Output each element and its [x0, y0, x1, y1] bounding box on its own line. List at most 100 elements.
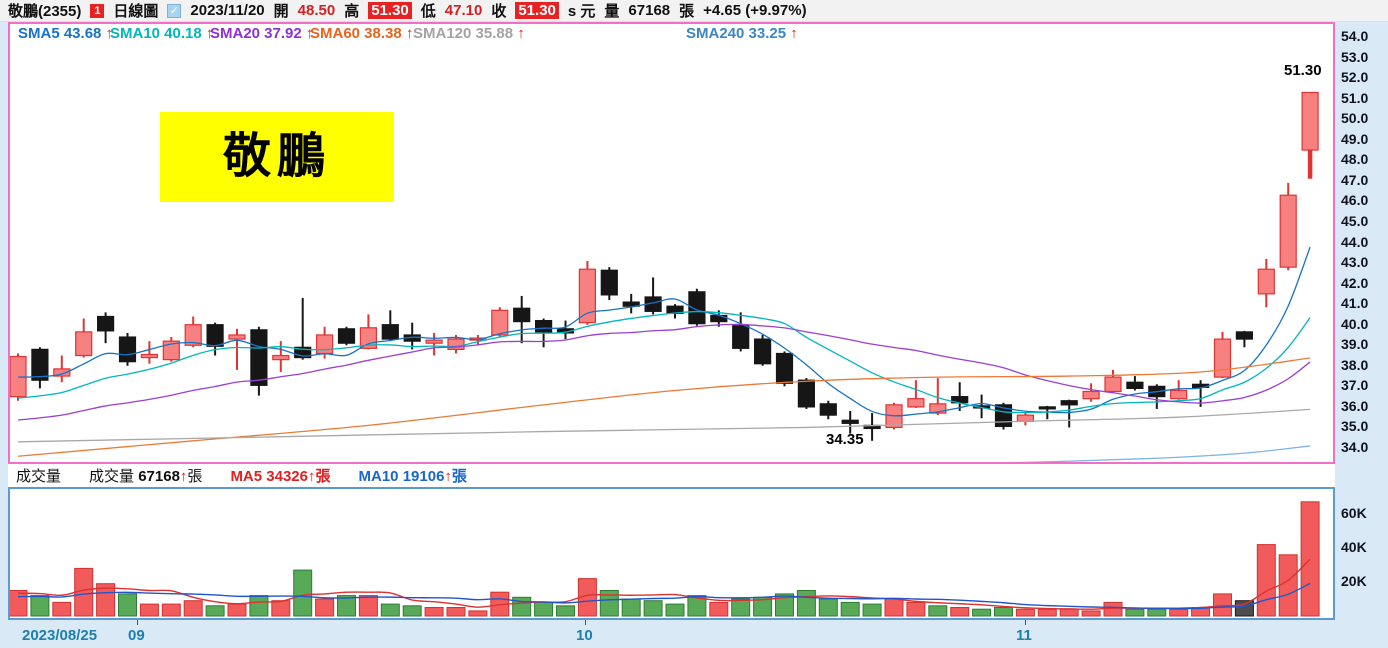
- high-label: 高: [344, 3, 360, 20]
- header-bar: 敬鵬(2355) 1 日線圖 ✓ 2023/11/20 開 48.50 高 51…: [0, 0, 1388, 22]
- candle-body: [775, 352, 794, 384]
- volume-axis-tick: 20K: [1341, 573, 1367, 589]
- volume-bar: [972, 608, 992, 617]
- sma10-line: [17, 310, 1311, 414]
- candle-body: [53, 368, 71, 377]
- volume-bar: [1278, 554, 1298, 617]
- candle-body: [162, 340, 180, 361]
- volume-ma10-line: [17, 582, 1311, 610]
- candle-body: [578, 268, 597, 324]
- candle-body: [1104, 376, 1122, 393]
- volume-bar: [1147, 608, 1167, 617]
- candle-body: [316, 334, 334, 355]
- volume-bar: [665, 603, 685, 617]
- high-price-annotation: 51.30: [1284, 62, 1322, 79]
- low-value: 47.10: [444, 2, 483, 19]
- volume-bar: [687, 595, 707, 617]
- candle-body: [425, 339, 443, 344]
- price-axis-tick: 44.0: [1341, 233, 1369, 250]
- sma-legend-item: SMA20 37.92 ↑: [210, 25, 314, 42]
- volume-bar: [709, 601, 729, 617]
- x-axis-label: 10: [576, 627, 593, 644]
- volume-bar: [1103, 601, 1123, 617]
- sma240-line: [1015, 445, 1311, 462]
- x-axis-label: 09: [128, 627, 145, 644]
- x-axis-label: 2023/08/25: [22, 627, 98, 644]
- candle-body: [96, 315, 115, 332]
- volume-bar: [337, 595, 356, 617]
- candle-body: [907, 398, 925, 408]
- candle-body: [600, 269, 618, 296]
- volume-bar: [1037, 608, 1057, 617]
- checkbox-icon[interactable]: ✓: [167, 3, 182, 18]
- volume-bar: [446, 607, 466, 617]
- volume-bar: [118, 593, 137, 617]
- x-axis-label: 11: [1016, 627, 1032, 644]
- volume-bar: [1081, 610, 1101, 617]
- price-axis: 54.0 53.0 52.0 51.0 50.0 49.0 48.0 47.0 46.0 45.0…: [1341, 0, 1388, 648]
- price-axis-tick: 34.0: [1341, 439, 1369, 455]
- price-axis-tick: 39.0: [1341, 336, 1369, 353]
- candle-body: [75, 331, 93, 357]
- volume-bar: [950, 607, 970, 617]
- sma-legend-item: SMA120 35.88 ↑: [413, 25, 525, 42]
- volume-bar: [1169, 608, 1189, 617]
- volume-bar: [796, 590, 816, 617]
- sma-legend-item: SMA60 38.38 ↑: [310, 25, 414, 42]
- volume-bar: [293, 569, 313, 617]
- volume-bar: [183, 600, 203, 617]
- price-axis-tick: 38.0: [1341, 356, 1369, 373]
- volume-axis: 60K 40K 20K: [1341, 0, 1388, 648]
- candle-body: [1126, 381, 1144, 390]
- volume-ma10: MA10 19106↑張: [358, 468, 467, 485]
- volume-bar: [315, 598, 335, 617]
- candle-body: [1235, 331, 1254, 340]
- unit-label: s 元: [567, 3, 596, 20]
- up-arrow-icon: ↑: [205, 25, 214, 42]
- open-label: 開: [273, 3, 289, 20]
- candle-body: [272, 354, 290, 361]
- price-axis-tick: 35.0: [1341, 418, 1369, 435]
- ticker-label-box: 敬鵬: [160, 112, 394, 202]
- volume-chart-panel: [8, 487, 1335, 620]
- candle-body: [1213, 338, 1232, 378]
- volume-chart-canvas[interactable]: [10, 489, 1333, 618]
- candle-body: [294, 346, 312, 359]
- price-axis-tick: 50.0: [1341, 110, 1369, 127]
- price-axis-tick: 53.0: [1341, 48, 1369, 65]
- candle-body: [1060, 400, 1078, 406]
- volume-bar: [906, 601, 926, 617]
- date-label: 2023/11/20: [190, 2, 265, 19]
- change-value: +4.65 (+9.97%): [703, 2, 807, 19]
- volume-bar: [512, 596, 532, 617]
- candle-body: [140, 353, 158, 359]
- candle-body: [753, 338, 772, 365]
- volume-bar: [1300, 501, 1320, 617]
- candle-body: [994, 404, 1013, 428]
- volume-bar: [96, 583, 116, 617]
- volume-bar: [534, 601, 554, 617]
- price-axis-tick: 47.0: [1341, 171, 1369, 188]
- chart-number-badge[interactable]: 1: [90, 3, 105, 18]
- volume-axis-tick: 60K: [1341, 505, 1367, 521]
- candle-body: [688, 291, 706, 325]
- candle-body: [1016, 414, 1035, 422]
- price-axis-tick: 51.0: [1341, 89, 1369, 106]
- open-value: 48.50: [297, 2, 336, 19]
- volume-bar: [468, 610, 488, 617]
- price-axis-tick: 42.0: [1341, 274, 1369, 291]
- high-value: 51.30: [368, 2, 412, 19]
- candle-body: [929, 403, 947, 414]
- candle-body: [1170, 389, 1188, 400]
- chart-type-label: 日線圖: [113, 3, 159, 20]
- close-label: 收: [491, 3, 507, 20]
- low-label: 低: [420, 3, 436, 20]
- candle-body: [1082, 390, 1100, 400]
- volume-bar: [249, 595, 269, 617]
- sma-legend: SMA5 43.68 ↑ SMA10 40.18 ↑ SMA20 37.92 ↑ SM…: [10, 25, 1333, 45]
- candle-body: [184, 324, 202, 346]
- volume-bar: [1015, 608, 1035, 617]
- price-chart-canvas[interactable]: [10, 24, 1333, 462]
- volume-bar: [271, 600, 291, 617]
